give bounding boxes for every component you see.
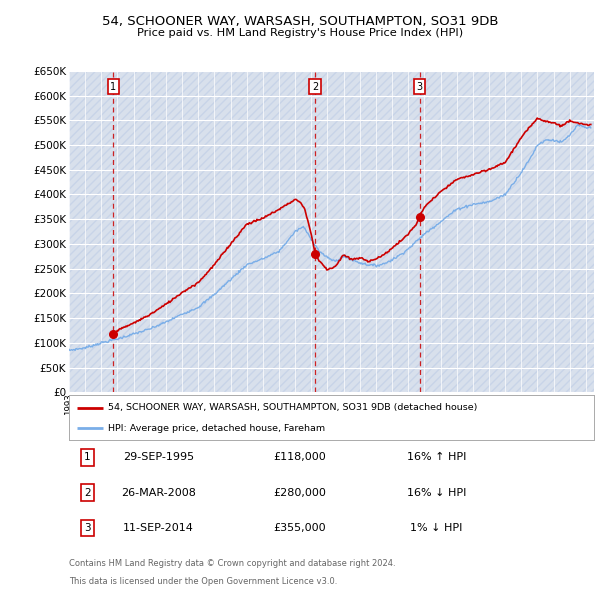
Text: 1% ↓ HPI: 1% ↓ HPI	[410, 523, 463, 533]
Text: 16% ↓ HPI: 16% ↓ HPI	[407, 488, 466, 497]
Text: Contains HM Land Registry data © Crown copyright and database right 2024.: Contains HM Land Registry data © Crown c…	[69, 559, 395, 568]
Text: This data is licensed under the Open Government Licence v3.0.: This data is licensed under the Open Gov…	[69, 577, 337, 586]
Text: 1: 1	[110, 81, 116, 91]
Text: 16% ↑ HPI: 16% ↑ HPI	[407, 453, 466, 462]
Text: 2: 2	[84, 488, 91, 497]
Text: 3: 3	[416, 81, 423, 91]
Text: 1: 1	[84, 453, 91, 462]
Text: 26-MAR-2008: 26-MAR-2008	[121, 488, 196, 497]
Text: 3: 3	[84, 523, 91, 533]
Text: 29-SEP-1995: 29-SEP-1995	[122, 453, 194, 462]
Text: 11-SEP-2014: 11-SEP-2014	[123, 523, 194, 533]
Text: £355,000: £355,000	[274, 523, 326, 533]
Text: 2: 2	[312, 81, 318, 91]
Text: 54, SCHOONER WAY, WARSASH, SOUTHAMPTON, SO31 9DB: 54, SCHOONER WAY, WARSASH, SOUTHAMPTON, …	[102, 15, 498, 28]
Text: Price paid vs. HM Land Registry's House Price Index (HPI): Price paid vs. HM Land Registry's House …	[137, 28, 463, 38]
Text: HPI: Average price, detached house, Fareham: HPI: Average price, detached house, Fare…	[109, 424, 325, 433]
Text: £118,000: £118,000	[274, 453, 326, 462]
Text: 54, SCHOONER WAY, WARSASH, SOUTHAMPTON, SO31 9DB (detached house): 54, SCHOONER WAY, WARSASH, SOUTHAMPTON, …	[109, 403, 478, 412]
Text: £280,000: £280,000	[274, 488, 326, 497]
